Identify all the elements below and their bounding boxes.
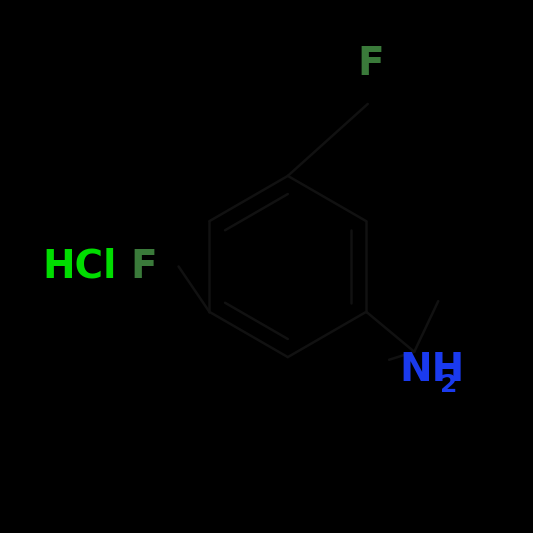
Text: F: F xyxy=(357,45,384,83)
Text: F: F xyxy=(131,247,157,286)
Text: HCl: HCl xyxy=(43,247,117,286)
Text: 2: 2 xyxy=(440,373,457,398)
Text: NH: NH xyxy=(400,351,465,390)
